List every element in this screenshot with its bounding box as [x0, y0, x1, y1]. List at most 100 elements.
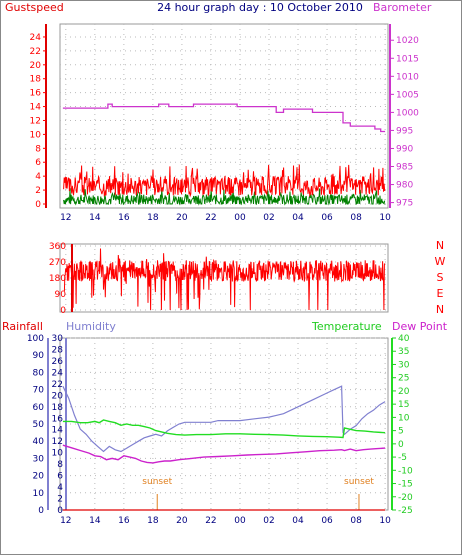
barometer-series	[62, 103, 386, 133]
gust-line	[63, 164, 386, 198]
rain-tick: 80	[33, 368, 45, 378]
x-tick: 14	[89, 213, 101, 223]
temp-tick: 15	[398, 400, 409, 410]
x-tick: 00	[234, 213, 246, 223]
sunset-label: sunset	[142, 477, 172, 487]
hum-tick: 12	[52, 437, 63, 447]
x-tick: 22	[205, 516, 216, 526]
dewpoint-series	[62, 444, 386, 464]
gust-tick: 24	[30, 33, 42, 43]
hum-tick: 10	[52, 449, 64, 459]
x-tick: 10	[379, 213, 391, 223]
humidity-label: Humidity	[66, 320, 116, 333]
hum-tick: 24	[52, 368, 64, 378]
rainfall-label: Rainfall	[2, 320, 43, 333]
temp-tick: -25	[398, 506, 413, 516]
baro-tick: 1000	[396, 108, 419, 118]
hum-tick: 22	[52, 380, 63, 390]
compass-tick: W	[435, 255, 446, 268]
compass-tick: S	[437, 271, 444, 284]
rain-tick: 10	[33, 489, 45, 499]
hum-tick: 26	[52, 357, 64, 367]
humidity-line	[62, 385, 386, 453]
x-tick: 18	[147, 516, 159, 526]
baro-tick: 1015	[396, 54, 419, 64]
temp-tick: 10	[398, 413, 410, 423]
x-tick: 12	[60, 213, 71, 223]
x-tick: 14	[89, 516, 101, 526]
rain-tick: 0	[38, 506, 44, 516]
hum-tick: 0	[57, 506, 63, 516]
x-tick: 06	[321, 213, 333, 223]
x-tick: 08	[350, 213, 362, 223]
direction-tick: 270	[49, 258, 66, 268]
sunset-label: sunset	[344, 477, 374, 487]
panel-temp-frame	[59, 337, 389, 511]
humidity-series	[62, 385, 386, 453]
temp-tick: 35	[398, 347, 409, 357]
temp-tick-labels: -25 -20 -15 -10 -5 0 5 10 15 20 25 30 35 40	[392, 334, 413, 516]
direction-tick: 360	[49, 242, 66, 252]
x-tick: 20	[176, 516, 188, 526]
temp-tick: -5	[398, 453, 407, 463]
panel-wind-frame	[59, 23, 389, 209]
baro-tick: 985	[396, 163, 413, 173]
rain-tick: 20	[33, 472, 45, 482]
rain-tick-labels: 0 10 20 30 40 50 60 70 80 90 100	[27, 334, 44, 516]
gust-tick: 2	[35, 186, 41, 196]
x-tick: 12	[60, 516, 71, 526]
rain-tick: 100	[27, 334, 44, 344]
hum-tick: 8	[57, 460, 63, 470]
chart-title: 24 hour graph day : 10 October 2010	[157, 1, 363, 14]
x-tick: 02	[263, 516, 274, 526]
wind-grid	[60, 24, 388, 208]
dewpoint-line	[62, 444, 386, 464]
rain-tick: 90	[33, 351, 45, 361]
rain-tick: 30	[33, 454, 45, 464]
baro-tick: 1005	[396, 90, 419, 100]
baro-tick-labels: 975 980 985 990 995 1000 1005 1010 1015 1020	[390, 36, 419, 209]
temp-tick: 30	[398, 360, 410, 370]
temp-tick: -10	[398, 466, 413, 476]
x-tick: 10	[379, 516, 391, 526]
baro-tick: 995	[396, 126, 413, 136]
baro-tick: 980	[396, 181, 413, 191]
gust-tick: 6	[35, 158, 41, 168]
wind-series	[63, 187, 386, 206]
gust-tick: 12	[30, 116, 41, 126]
x-tick: 18	[147, 213, 159, 223]
gust-tick: 16	[30, 89, 42, 99]
gust-series	[63, 164, 386, 198]
hum-tick: 18	[52, 403, 64, 413]
gustspeed-label: Gustspeed	[5, 1, 64, 14]
direction-tick: 180	[49, 274, 66, 284]
x-tick: 02	[263, 213, 274, 223]
gust-tick: 20	[30, 61, 42, 71]
gust-tick: 10	[30, 130, 42, 140]
gust-tick: 22	[30, 47, 41, 57]
direction-tick: 0	[60, 306, 66, 316]
direction-tick-labels: 0 90 180 270 360	[49, 242, 66, 316]
x-tick: 06	[321, 516, 333, 526]
direction-line	[63, 248, 386, 311]
hum-tick: 20	[52, 391, 64, 401]
hum-tick: 2	[57, 495, 63, 505]
x-tick: 00	[234, 516, 246, 526]
hum-tick: 28	[52, 345, 64, 355]
temperature-label: Temperature	[311, 320, 382, 333]
baro-tick: 975	[396, 199, 413, 209]
dewpoint-label: Dew Point	[392, 320, 448, 333]
x-tick: 16	[118, 516, 130, 526]
hum-tick: 16	[52, 414, 64, 424]
barometer-label: Barometer	[373, 1, 432, 14]
temp-tick: 5	[398, 427, 404, 437]
temperature-series	[62, 419, 386, 439]
x-tick: 20	[176, 213, 188, 223]
baro-tick: 1020	[396, 36, 419, 46]
compass-tick: N	[436, 239, 444, 252]
x-tick-labels-bottom: 12 14 16 18 20 22 00 02 04 06 08 10	[60, 516, 391, 526]
gust-tick: 18	[30, 75, 42, 85]
